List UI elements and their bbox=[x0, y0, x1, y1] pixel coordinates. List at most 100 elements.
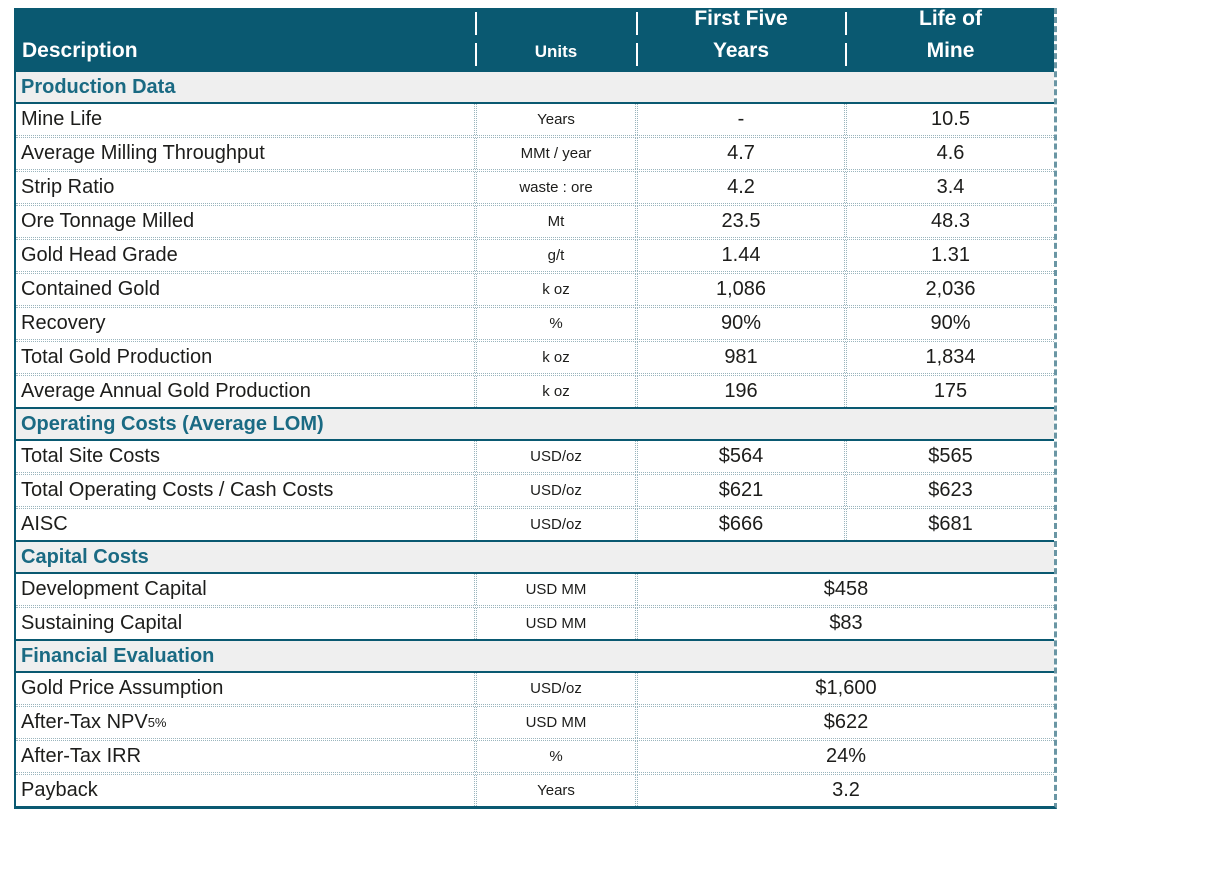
column-divider bbox=[474, 342, 477, 373]
row-units: Years bbox=[537, 782, 575, 799]
column-divider bbox=[635, 172, 638, 203]
summary-table: Description Units First Five Years Life … bbox=[14, 7, 1057, 809]
header-life-of-mine-line2: Mine bbox=[926, 38, 975, 62]
row-divider bbox=[16, 305, 1054, 308]
row-value-merged: 24% bbox=[825, 745, 867, 767]
column-divider bbox=[635, 342, 638, 373]
column-divider bbox=[635, 775, 638, 806]
column-divider bbox=[844, 104, 847, 135]
header-column-divider bbox=[844, 8, 847, 70]
header-life-of-mine: Life of Mine bbox=[847, 7, 1054, 70]
row-value-life-of-mine: 2,036 bbox=[925, 278, 976, 300]
column-divider bbox=[474, 308, 477, 339]
table-header-row: Description Units First Five Years Life … bbox=[16, 7, 1054, 70]
column-divider bbox=[474, 509, 477, 540]
row-divider bbox=[16, 472, 1054, 475]
row-divider bbox=[16, 373, 1054, 376]
column-divider bbox=[844, 172, 847, 203]
row-value-life-of-mine: 4.6 bbox=[936, 142, 965, 164]
row-value-life-of-mine: 3.4 bbox=[936, 176, 965, 198]
row-value-first-five: $666 bbox=[718, 513, 764, 535]
column-divider bbox=[474, 104, 477, 135]
row-value-life-of-mine: 90% bbox=[930, 312, 971, 334]
column-divider bbox=[635, 441, 638, 472]
row-divider bbox=[16, 203, 1054, 206]
column-divider bbox=[474, 707, 477, 738]
row-description: Recovery bbox=[21, 312, 106, 334]
column-divider bbox=[635, 376, 638, 407]
row-units: Mt bbox=[547, 213, 565, 230]
table-row: Sustaining Capital USD MM $83 bbox=[16, 608, 1054, 639]
row-units: USD MM bbox=[525, 581, 587, 598]
row-units: k oz bbox=[542, 383, 570, 400]
header-description: Description bbox=[22, 39, 138, 62]
row-units: USD MM bbox=[525, 714, 587, 731]
row-units: g/t bbox=[547, 247, 565, 264]
table-row: Average Annual Gold Production k oz 196 … bbox=[16, 376, 1054, 407]
row-value-life-of-mine: 175 bbox=[933, 380, 968, 402]
header-units: Units bbox=[534, 42, 578, 61]
row-divider bbox=[16, 339, 1054, 342]
row-description: Strip Ratio bbox=[21, 176, 115, 198]
table-row: Ore Tonnage Milled Mt 23.5 48.3 bbox=[16, 206, 1054, 237]
table-row: Gold Price Assumption USD/oz $1,600 bbox=[16, 673, 1054, 704]
column-divider bbox=[474, 138, 477, 169]
column-divider bbox=[635, 138, 638, 169]
row-divider bbox=[16, 704, 1054, 707]
table-row: Total Operating Costs / Cash Costs USD/o… bbox=[16, 475, 1054, 506]
row-value-merged: $83 bbox=[829, 612, 863, 634]
table-row: Total Site Costs USD/oz $564 $565 bbox=[16, 441, 1054, 472]
row-description: Payback bbox=[21, 779, 98, 801]
section-header-financial-evaluation: Financial Evaluation bbox=[16, 639, 1054, 673]
row-units: k oz bbox=[542, 349, 570, 366]
row-units: Years bbox=[537, 111, 575, 128]
column-divider bbox=[635, 308, 638, 339]
row-units: USD/oz bbox=[530, 680, 582, 697]
row-value-life-of-mine: 1,834 bbox=[925, 346, 976, 368]
column-divider bbox=[474, 574, 477, 605]
column-divider bbox=[844, 138, 847, 169]
column-divider bbox=[474, 274, 477, 305]
column-divider bbox=[635, 274, 638, 305]
row-units: USD/oz bbox=[530, 516, 582, 533]
column-divider bbox=[474, 376, 477, 407]
row-units: USD/oz bbox=[530, 448, 582, 465]
column-divider bbox=[844, 308, 847, 339]
column-divider bbox=[635, 707, 638, 738]
column-divider bbox=[474, 172, 477, 203]
row-description: Total Site Costs bbox=[21, 445, 160, 467]
row-value-life-of-mine: 10.5 bbox=[931, 108, 970, 130]
table-row: AISC USD/oz $666 $681 bbox=[16, 509, 1054, 540]
row-value-life-of-mine: $565 bbox=[928, 445, 973, 467]
table-row: Strip Ratio waste : ore 4.2 3.4 bbox=[16, 172, 1054, 203]
row-value-first-five: 981 bbox=[724, 346, 758, 368]
section-header-operating-costs: Operating Costs (Average LOM) bbox=[16, 407, 1054, 441]
row-description: Ore Tonnage Milled bbox=[21, 210, 195, 232]
row-value-life-of-mine: 1.31 bbox=[931, 244, 970, 266]
header-column-divider bbox=[635, 8, 638, 70]
column-divider bbox=[844, 475, 847, 506]
column-divider bbox=[844, 206, 847, 237]
row-units: waste : ore bbox=[519, 179, 593, 196]
row-divider bbox=[16, 135, 1054, 138]
row-units: USD MM bbox=[525, 615, 587, 632]
row-description: Gold Price Assumption bbox=[21, 677, 224, 699]
table-row: Average Milling Throughput MMt / year 4.… bbox=[16, 138, 1054, 169]
row-description: Average Milling Throughput bbox=[21, 142, 265, 164]
row-description: Contained Gold bbox=[21, 278, 160, 300]
column-divider bbox=[474, 240, 477, 271]
section-header-capital-costs: Capital Costs bbox=[16, 540, 1054, 574]
row-value-first-five: $621 bbox=[718, 479, 764, 501]
row-value-first-five: 1,086 bbox=[715, 278, 767, 300]
table-row: Gold Head Grade g/t 1.44 1.31 bbox=[16, 240, 1054, 271]
column-divider bbox=[844, 376, 847, 407]
row-value-merged: $1,600 bbox=[815, 677, 877, 699]
column-divider bbox=[474, 741, 477, 772]
row-value-first-five: 4.2 bbox=[727, 176, 755, 198]
table-row: Total Gold Production k oz 981 1,834 bbox=[16, 342, 1054, 373]
column-divider bbox=[474, 441, 477, 472]
table-row: Development Capital USD MM $458 bbox=[16, 574, 1054, 605]
row-value-first-five: 23.5 bbox=[721, 210, 761, 232]
row-description: Total Gold Production bbox=[21, 346, 213, 368]
row-value-first-five: 196 bbox=[724, 380, 758, 402]
